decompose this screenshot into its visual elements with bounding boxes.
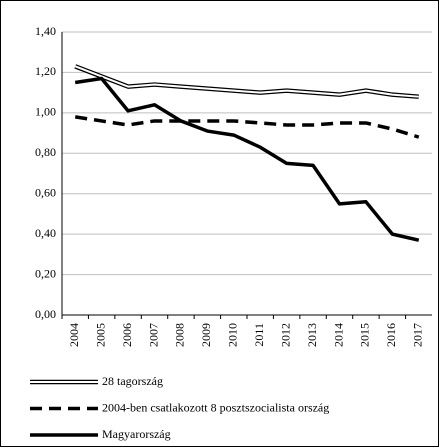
- x-tick-label: 2014: [331, 323, 345, 347]
- series-line-inner: [74, 65, 419, 98]
- legend-label: 28 tagország: [102, 374, 163, 388]
- legend-label: Magyarország: [102, 427, 171, 441]
- legend-label: 2004-ben csatlakozott 8 posztszocialista…: [102, 400, 329, 414]
- x-tick-label: 2008: [173, 323, 187, 347]
- y-tick-label: 0,80: [35, 145, 56, 159]
- y-tick-label: 1,20: [35, 64, 56, 78]
- x-tick-label: 2009: [199, 323, 213, 347]
- x-tick-label: 2006: [120, 323, 134, 347]
- x-tick-label: 2005: [93, 323, 107, 347]
- x-tick-label: 2015: [358, 323, 372, 347]
- x-tick-label: 2012: [278, 323, 292, 347]
- x-tick-label: 2013: [305, 323, 319, 347]
- x-tick-label: 2011: [252, 323, 266, 347]
- series-line: [74, 76, 420, 242]
- x-tick-label: 2004: [67, 323, 81, 347]
- series-line: [74, 115, 420, 139]
- y-tick-label: 0,00: [35, 307, 56, 321]
- x-tick-label: 2010: [226, 323, 240, 347]
- y-tick-label: 1,00: [35, 105, 56, 119]
- y-tick-label: 0,40: [35, 226, 56, 240]
- y-tick-label: 0,20: [35, 266, 56, 280]
- x-tick-label: 2017: [411, 323, 425, 347]
- x-tick-label: 2016: [384, 323, 398, 347]
- y-tick-label: 1,40: [35, 24, 56, 38]
- y-tick-label: 0,60: [35, 185, 56, 199]
- x-tick-label: 2007: [146, 323, 160, 347]
